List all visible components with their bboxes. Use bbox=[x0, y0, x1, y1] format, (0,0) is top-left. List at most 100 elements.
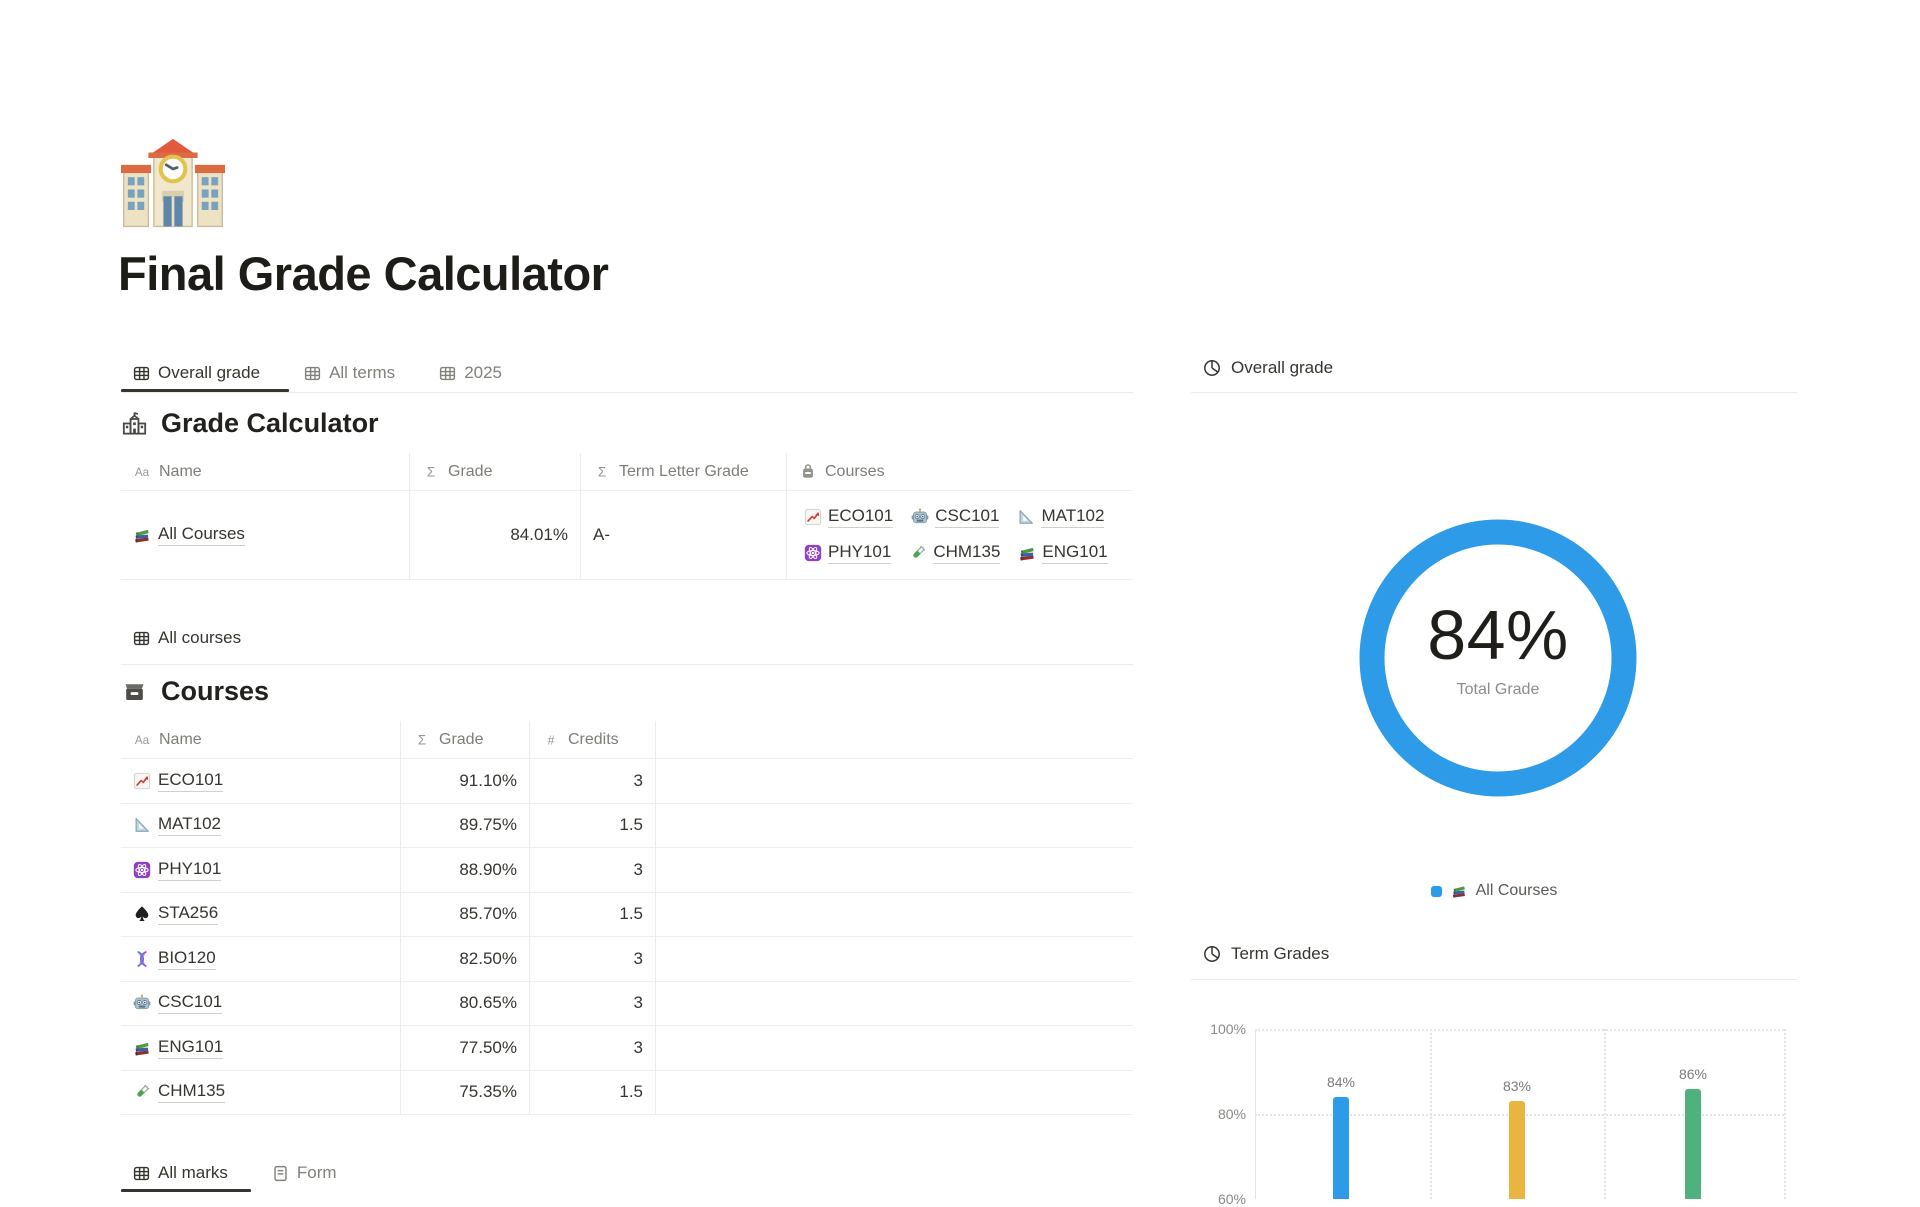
atom-icon bbox=[804, 544, 822, 562]
course-name-link[interactable]: BIO120 bbox=[158, 948, 216, 970]
tab-all-terms[interactable]: All terms bbox=[304, 363, 395, 383]
property-relation-icon bbox=[799, 463, 817, 481]
course-row-bio120[interactable]: BIO120 82.50% 3 bbox=[121, 937, 1133, 982]
y-tick-label-80: 80% bbox=[1217, 1106, 1246, 1122]
grade-calculator-heading: Grade Calculator bbox=[121, 408, 379, 439]
donut-center-labels: 84% Total Grade bbox=[1348, 595, 1648, 699]
course-grade-cell: 80.65% bbox=[401, 981, 530, 1025]
pie-chart-icon bbox=[1203, 945, 1221, 963]
page-icon-school[interactable] bbox=[121, 134, 225, 234]
tab-all-courses[interactable]: All courses bbox=[133, 628, 241, 648]
course-credits-cell: 1.5 bbox=[530, 892, 656, 936]
course-credits-cell: 3 bbox=[530, 981, 656, 1025]
property-number-glyph-icon: # bbox=[542, 731, 560, 749]
tab-all-marks[interactable]: All marks bbox=[133, 1163, 228, 1183]
courses-table-header: Aa Name Σ Grade # Credits bbox=[121, 721, 1133, 759]
donut-sublabel: Total Grade bbox=[1456, 681, 1540, 698]
table-icon bbox=[304, 365, 321, 382]
books-icon bbox=[1451, 883, 1467, 899]
column-label: Grade bbox=[448, 462, 493, 480]
tab-overall-grade-chart[interactable]: Overall grade bbox=[1203, 358, 1333, 378]
grade-calculator-table: Aa Name Σ Grade Σ Term Letter Grade Courses Al… bbox=[121, 453, 1133, 580]
course-name-link[interactable]: CSC101 bbox=[158, 992, 223, 1015]
dna-icon bbox=[133, 950, 151, 968]
course-empty-cell bbox=[656, 937, 1133, 981]
gc-courses-cell: ECO101 CSC101 MAT102 PHY101 CHM135 ENG101 bbox=[787, 491, 1133, 579]
course-name-link[interactable]: PHY101 bbox=[158, 859, 222, 881]
donut-percent: 84% bbox=[1427, 596, 1569, 674]
svg-text:#: # bbox=[547, 732, 555, 747]
course-row-mat102[interactable]: MAT102 89.75% 1.5 bbox=[121, 803, 1133, 848]
course-relation-chip-csc101[interactable]: CSC101 bbox=[911, 506, 1000, 528]
course-name-cell: STA256 bbox=[121, 892, 401, 936]
bar-term-2[interactable] bbox=[1509, 1101, 1525, 1199]
bar-term-3[interactable] bbox=[1685, 1088, 1701, 1199]
course-name-link[interactable]: CHM135 bbox=[158, 1081, 226, 1104]
course-row-eng101[interactable]: ENG101 77.50% 3 bbox=[121, 1026, 1133, 1071]
course-link: ENG101 bbox=[1042, 542, 1108, 564]
legend-label: All Courses bbox=[1475, 882, 1558, 899]
svg-text:Σ: Σ bbox=[598, 464, 606, 479]
svg-text:Aa: Aa bbox=[135, 734, 150, 747]
column-header-grade[interactable]: Σ Grade bbox=[410, 453, 581, 490]
course-row-eco101[interactable]: ECO101 91.10% 3 bbox=[121, 759, 1133, 804]
courses-title: Courses bbox=[161, 676, 270, 706]
donut-legend[interactable]: All Courses bbox=[1430, 882, 1558, 900]
chart-increasing-icon bbox=[804, 508, 822, 526]
course-link: CSC101 bbox=[935, 506, 1000, 528]
gc-name-cell: All Courses bbox=[121, 491, 410, 579]
y-tick-label-60: 60% bbox=[1217, 1191, 1246, 1207]
gc-table-header: Aa Name Σ Grade Σ Term Letter Grade Courses bbox=[121, 453, 1133, 491]
course-name-link[interactable]: STA256 bbox=[158, 903, 219, 926]
course-grade-cell: 85.70% bbox=[401, 892, 530, 936]
course-name-cell: MAT102 bbox=[121, 803, 401, 847]
column-header-credits[interactable]: # Credits bbox=[530, 721, 656, 758]
course-row-sta256[interactable]: STA256 85.70% 1.5 bbox=[121, 892, 1133, 937]
tab-overall-grade[interactable]: Overall grade bbox=[133, 363, 260, 383]
v-gridline-1 bbox=[1430, 1029, 1432, 1199]
course-name-link[interactable]: ENG101 bbox=[158, 1037, 224, 1059]
y-tick-label-100: 100% bbox=[1210, 1021, 1246, 1037]
gc-letter-cell: A- bbox=[581, 491, 787, 579]
course-name-link[interactable]: MAT102 bbox=[158, 814, 221, 837]
course-row-csc101[interactable]: CSC101 80.65% 3 bbox=[121, 981, 1133, 1026]
books-icon bbox=[133, 1039, 151, 1057]
column-header-grade[interactable]: Σ Grade bbox=[401, 721, 530, 758]
course-link: PHY101 bbox=[828, 542, 892, 564]
column-label: Grade bbox=[439, 730, 484, 748]
column-header-courses[interactable]: Courses bbox=[787, 453, 1133, 490]
column-header-name[interactable]: Aa Name bbox=[121, 721, 401, 758]
column-label: Credits bbox=[568, 730, 619, 748]
course-relation-chip-eng101[interactable]: ENG101 bbox=[1018, 542, 1108, 564]
books-icon bbox=[133, 526, 151, 544]
bar-value-label-2: 83% bbox=[1502, 1078, 1532, 1095]
course-grade-cell: 89.75% bbox=[401, 803, 530, 847]
pie-chart-icon bbox=[1203, 359, 1221, 377]
all-courses-link[interactable]: All Courses bbox=[158, 524, 245, 546]
bar-value-label-3: 86% bbox=[1678, 1065, 1708, 1082]
view-tabs-bottom: All marks Form bbox=[121, 1156, 1145, 1190]
tab-2025[interactable]: 2025 bbox=[439, 363, 502, 383]
course-relation-chip-mat102[interactable]: MAT102 bbox=[1017, 506, 1105, 528]
course-name-cell: CHM135 bbox=[121, 1070, 401, 1114]
tab-label: All courses bbox=[158, 628, 242, 647]
course-name-link[interactable]: ECO101 bbox=[158, 770, 224, 792]
course-relation-chip-phy101[interactable]: PHY101 bbox=[804, 542, 892, 564]
robot-icon bbox=[911, 508, 929, 526]
column-label: Courses bbox=[825, 462, 885, 480]
course-relation-chip-chm135[interactable]: CHM135 bbox=[909, 542, 1001, 564]
course-empty-cell bbox=[656, 1026, 1133, 1070]
column-header-term-letter-grade[interactable]: Σ Term Letter Grade bbox=[581, 453, 787, 490]
tab-term-grades-chart[interactable]: Term Grades bbox=[1203, 944, 1329, 964]
tab-label: All terms bbox=[329, 363, 396, 382]
tab-form[interactable]: Form bbox=[272, 1163, 337, 1183]
course-row-chm135[interactable]: CHM135 75.35% 1.5 bbox=[121, 1070, 1133, 1115]
bar-term-1[interactable] bbox=[1333, 1097, 1349, 1199]
course-grade-cell: 91.10% bbox=[401, 759, 530, 803]
column-header-name[interactable]: Aa Name bbox=[121, 453, 410, 490]
course-relation-chip-eco101[interactable]: ECO101 bbox=[804, 506, 894, 528]
course-empty-cell bbox=[656, 1071, 1133, 1115]
course-credits-cell: 1.5 bbox=[530, 803, 656, 847]
right-panel-divider-2 bbox=[1191, 979, 1797, 980]
course-row-phy101[interactable]: PHY101 88.90% 3 bbox=[121, 848, 1133, 893]
